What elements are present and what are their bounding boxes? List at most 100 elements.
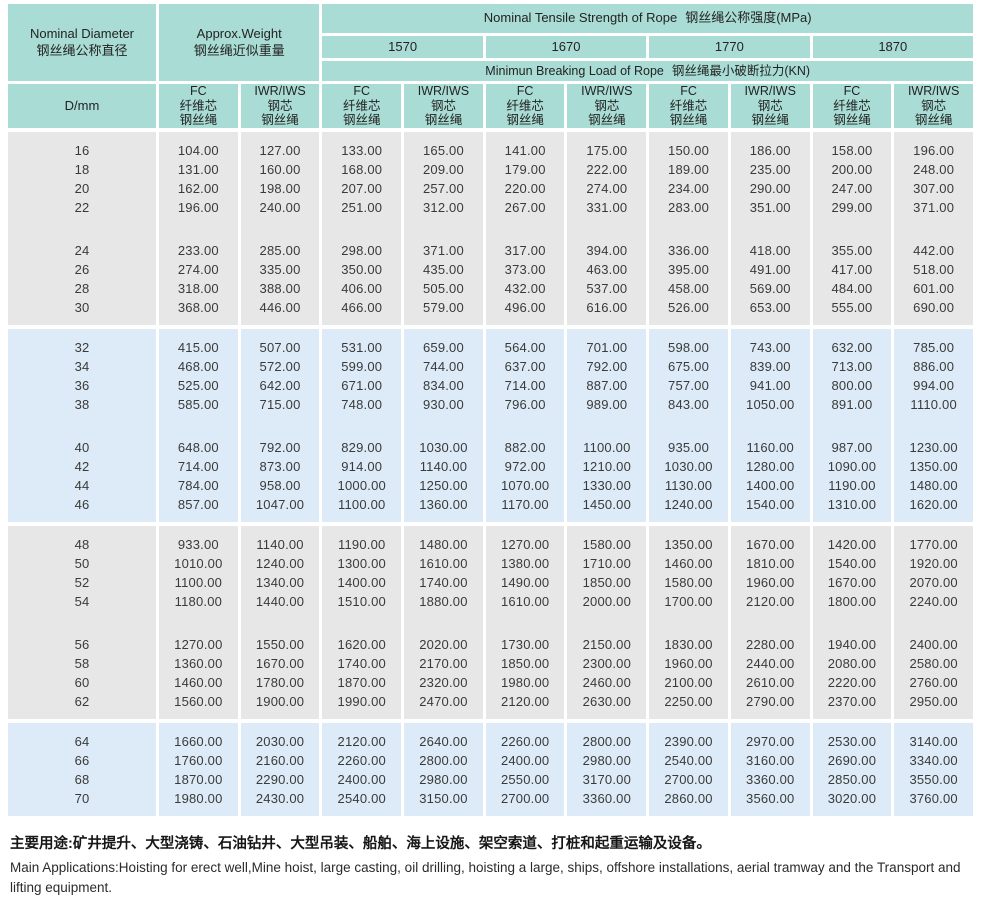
pad-cell [894,514,973,522]
header-tensile-strength-en: Nominal Tensile Strength of Rope [483,10,678,26]
header-fc-column: FC 纤维芯 钢丝绳 [159,84,238,128]
value-cell: 2950.00 [894,692,973,711]
value-cell: 446.00 [240,298,320,317]
value-cell: 1100.00 [567,438,647,457]
pad-cell [322,217,402,241]
value-cell: 2290.00 [240,770,320,789]
value-cell: 690.00 [894,298,973,317]
pad-cell [485,329,565,338]
data-block: 48 933.00 1140.00 1190.00 1480.00 1270.00 1580… [8,526,973,719]
pad-cell [649,414,728,438]
value-cell: 2250.00 [649,692,728,711]
pad-cell [894,526,973,535]
value-cell: 274.00 [567,179,647,198]
value-cell: 507.00 [240,338,320,357]
value-cell: 1180.00 [159,592,238,611]
value-cell: 299.00 [812,198,892,217]
pad-cell [730,317,810,325]
pad-cell [730,723,810,732]
value-cell: 518.00 [894,260,973,279]
value-cell: 972.00 [485,457,565,476]
value-cell: 1880.00 [404,592,483,611]
value-cell: 2030.00 [240,732,320,751]
value-cell: 222.00 [567,160,647,179]
value-cell: 1850.00 [485,654,565,673]
value-cell: 958.00 [240,476,320,495]
value-cell: 1400.00 [322,573,402,592]
value-cell: 2700.00 [649,770,728,789]
pad-cell [322,132,402,141]
value-cell: 2000.00 [567,592,647,611]
value-cell: 104.00 [159,141,238,160]
main-applications-en: Main Applications:Hoisting for erect wel… [10,860,961,895]
pad-cell [240,317,320,325]
pad-cell [485,711,565,719]
value-cell: 2460.00 [567,673,647,692]
value-cell: 1330.00 [567,476,647,495]
value-cell: 189.00 [649,160,728,179]
diameter-cell: 64 [8,732,156,751]
value-cell: 914.00 [322,457,402,476]
value-cell: 1030.00 [404,438,483,457]
value-cell: 186.00 [730,141,810,160]
value-cell: 1660.00 [159,732,238,751]
value-cell: 2630.00 [567,692,647,711]
value-cell: 1240.00 [240,554,320,573]
value-cell: 3760.00 [894,789,973,808]
value-cell: 637.00 [485,357,565,376]
pad-cell [8,723,156,732]
pad-cell [240,611,320,635]
pad-cell [159,217,238,241]
footer-notes: 主要用途:矿井提升、大型浇铸、石油钻井、大型吊装、船舶、海上设施、架空索道、打桩… [8,832,973,897]
value-cell: 368.00 [159,298,238,317]
value-cell: 196.00 [159,198,238,217]
pad-cell [159,132,238,141]
pad-cell [240,329,320,338]
pad-cell [812,723,892,732]
header-fc-column: FC 纤维芯 钢丝绳 [322,84,402,128]
pad-cell [159,329,238,338]
value-cell: 2850.00 [812,770,892,789]
value-cell: 2120.00 [485,692,565,711]
value-cell: 2240.00 [894,592,973,611]
pad-cell [322,526,402,535]
pad-cell [404,317,483,325]
value-cell: 274.00 [159,260,238,279]
data-block: 64 1660.00 2030.00 2120.00 2640.00 2260.00 280… [8,723,973,816]
value-cell: 648.00 [159,438,238,457]
pad-cell [567,217,647,241]
value-cell: 701.00 [567,338,647,357]
value-cell: 1730.00 [485,635,565,654]
value-cell: 887.00 [567,376,647,395]
pad-cell [812,808,892,816]
value-cell: 283.00 [649,198,728,217]
value-cell: 713.00 [812,357,892,376]
header-tensile-strength-zh: 钢丝绳公称强度(MPa) [685,10,812,26]
value-cell: 930.00 [404,395,483,414]
value-cell: 1400.00 [730,476,810,495]
pad-cell [485,808,565,816]
pad-cell [485,132,565,141]
table-body: 16 104.00 127.00 133.00 165.00 141.00 175.00 15… [8,132,973,816]
diameter-cell: 32 [8,338,156,357]
value-cell: 1940.00 [812,635,892,654]
value-cell: 2790.00 [730,692,810,711]
value-cell: 2100.00 [649,673,728,692]
pad-cell [567,329,647,338]
value-cell: 2170.00 [404,654,483,673]
pad-cell [485,317,565,325]
value-cell: 1100.00 [159,573,238,592]
diameter-cell: 38 [8,395,156,414]
value-cell: 290.00 [730,179,810,198]
pad-cell [485,723,565,732]
pad-cell [894,808,973,816]
value-cell: 395.00 [649,260,728,279]
diameter-cell: 54 [8,592,156,611]
value-cell: 220.00 [485,179,565,198]
value-cell: 748.00 [322,395,402,414]
value-cell: 569.00 [730,279,810,298]
pad-cell [649,317,728,325]
diameter-cell: 52 [8,573,156,592]
value-cell: 198.00 [240,179,320,198]
